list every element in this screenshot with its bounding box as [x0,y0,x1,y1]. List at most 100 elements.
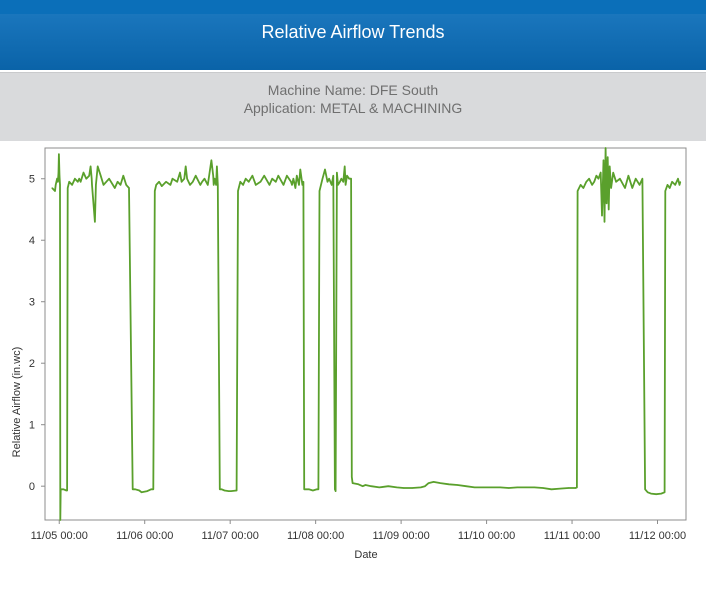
x-axis-title: Date [354,549,377,561]
data-point [378,486,380,488]
data-point [152,488,154,490]
data-point [201,181,203,183]
data-point [439,482,441,484]
data-point [603,221,606,223]
data-point [671,181,673,183]
x-tick-label: 11/07 00:00 [202,530,259,542]
data-point [102,184,105,186]
data-point [619,178,621,180]
data-point [362,485,364,487]
data-point [299,168,301,171]
data-point [58,175,61,177]
chart-container: 0 1 2 3 4 5 11/05 00:00 11/06 00:00 11/07 00:00… [0,140,706,584]
data-point [627,175,630,177]
data-point [138,489,140,492]
data-point [491,486,493,488]
data-point [158,181,160,183]
data-point [448,483,450,485]
y-tick-label: 1 [29,420,35,432]
data-point [263,175,265,177]
data-point [183,178,185,180]
data-point [298,184,300,186]
data-point [176,181,178,183]
data-point [277,175,279,177]
data-point [132,488,134,490]
data-point [119,184,122,186]
data-point [291,184,293,186]
data-point [334,488,336,490]
y-tick-label: 4 [29,235,35,247]
data-point [290,181,292,183]
data-point [239,181,241,183]
data-point [62,488,65,490]
data-point [195,175,197,177]
data-point [296,175,298,177]
y-tick-label: 0 [29,481,35,493]
data-point [94,221,96,223]
plot-area-frame [44,147,687,521]
data-point [114,187,116,189]
data-point [324,168,326,171]
data-point [678,184,681,186]
data-point [608,208,610,211]
data-point [207,184,209,186]
data-point [88,175,90,177]
data-point [221,488,223,490]
data-point [350,178,352,180]
data-point [251,175,253,177]
data-point [588,178,590,180]
data-point [351,476,353,478]
data-point [155,184,157,186]
data-point [318,190,321,192]
data-point [593,181,595,183]
airflow-chart: 0 1 2 3 4 5 11/05 00:00 11/06 00:00 11/07 00:00… [11,147,687,561]
data-point [82,172,85,174]
data-point [346,175,348,177]
x-tick-label: 11/08 00:00 [287,530,344,542]
data-point [574,487,577,489]
x-tick-label: 11/05 00:00 [31,530,88,542]
data-point [105,181,107,183]
machine-name-label: Machine Name: DFE South [267,82,439,98]
data-point [77,181,79,183]
data-point [248,181,250,183]
data-point [336,172,338,174]
x-tick-label: 11/09 00:00 [372,530,429,542]
data-point [255,184,257,186]
data-point [677,178,679,180]
data-point [559,488,561,490]
data-point [317,488,319,490]
data-point [171,178,174,180]
data-point [67,187,69,189]
data-point [268,184,271,186]
data-point [56,178,58,180]
data-point [609,165,611,167]
data-point [271,178,273,180]
data-point [664,190,666,192]
data-point [51,187,53,189]
data-point [305,488,308,490]
data-point [219,488,221,490]
data-point [516,486,518,488]
data-point [292,178,294,180]
data-point [387,485,389,487]
data-point [576,486,578,488]
data-point [420,486,422,488]
data-point [602,159,605,161]
data-point [203,178,206,180]
y-axis: 0 1 2 3 4 5 [29,174,45,493]
data-point [345,184,347,186]
data-point [150,488,152,490]
data-point [332,175,334,177]
data-point [601,215,603,217]
page-title: Relative Airflow Trends [261,22,445,42]
data-point [639,184,641,186]
data-point [666,184,669,186]
data-point [577,190,579,192]
data-point [217,184,219,186]
data-point [122,175,124,177]
data-point [128,187,130,189]
data-point [312,489,314,492]
data-point [456,484,459,486]
data-point [282,184,285,186]
